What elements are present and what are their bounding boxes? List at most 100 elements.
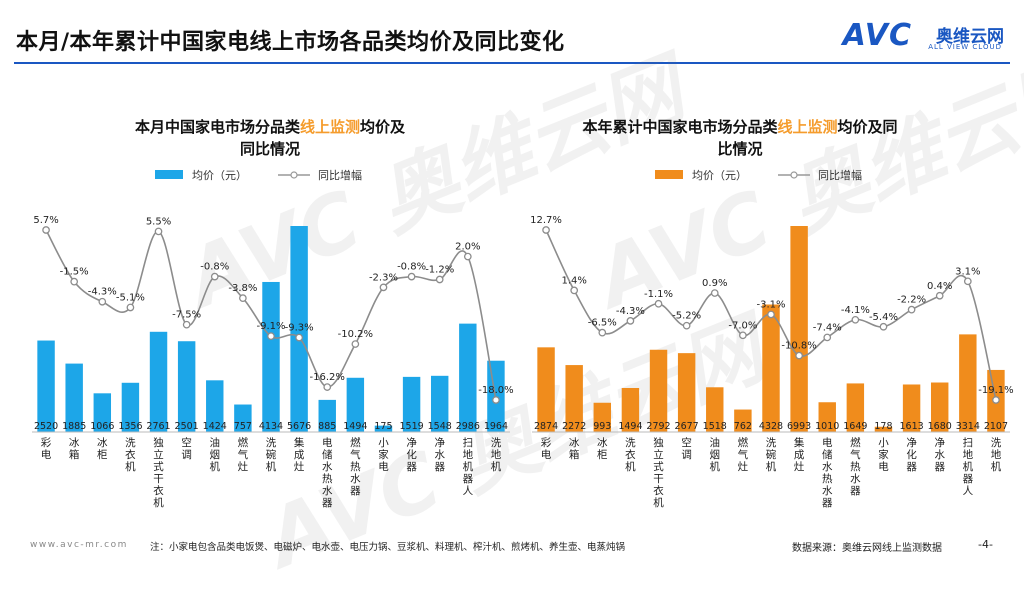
category-label: 小家电 [378,437,389,473]
growth-label: -4.3% [88,287,117,298]
growth-point [879,322,888,331]
category-label: 净水器 [434,436,445,473]
growth-label: 0.4% [927,281,952,292]
growth-point [492,396,500,404]
logo-mark: AVC [842,18,912,53]
growth-point [992,396,1000,404]
growth-label: 12.7% [530,215,562,226]
category-label: 洗衣机 [125,437,136,473]
bar [874,426,893,432]
growth-point [42,226,50,234]
growth-point [210,272,219,281]
growth-label: -5.2% [672,311,701,322]
bar-value-label: 993 [593,421,611,432]
bar-value-label: 6993 [787,421,811,432]
growth-label: -1.5% [60,267,89,278]
growth-point [379,283,388,292]
chart-right: 均价（元） 同比增幅 2874 2272 993 1494 2792 2677 1518 762 4… [530,168,1013,509]
growth-point [963,277,972,286]
growth-label: -16.2% [310,372,345,383]
bar [818,402,836,432]
category-label: 洗地机 [991,437,1002,473]
bar-value-label: 1494 [343,421,367,432]
bar-value-label: 2677 [675,421,699,432]
bar-value-label: 1424 [203,421,227,432]
brand-logo: AVC 奥维云网 ALL VIEW CLOUD [804,18,1004,58]
bar-value-label: 178 [874,421,892,432]
bar-value-label: 2272 [562,421,586,432]
legend-bar-swatch [155,170,183,179]
bar [37,340,55,432]
category-label: 油烟机 [710,436,721,473]
growth-point [654,299,663,308]
bar-value-label: 2761 [146,421,170,432]
category-label: 空调 [681,436,692,461]
footer-source: 数据来源：奥维云网线上监测数据 [792,543,942,554]
bar [290,226,308,432]
category-label: 独立式干衣机 [653,436,664,509]
growth-point [626,317,635,325]
title-underline [14,62,1010,64]
bar-value-label: 1010 [815,421,839,432]
category-label: 集成灶 [794,436,805,473]
growth-point [570,286,579,295]
growth-point [935,291,944,300]
growth-label: -2.3% [369,272,398,283]
bar-value-label: 2107 [984,421,1008,432]
bar-value-label: 1548 [428,421,452,432]
growth-point [823,333,832,342]
growth-label: -1.1% [644,289,673,300]
category-label: 电储水热水器 [322,436,333,509]
category-label: 燃气热水器 [350,436,361,497]
category-label: 净化器 [406,436,417,473]
growth-point [542,226,550,234]
growth-point [767,310,775,319]
growth-label: -4.3% [616,306,645,317]
growth-label: -0.8% [397,262,426,273]
category-label: 彩电 [541,437,552,461]
bar-value-label: 4134 [259,421,283,432]
category-label: 油烟机 [210,436,221,473]
legend-line-label: 同比增幅 [818,168,862,182]
bar [177,341,196,432]
bar [402,376,421,432]
page-title: 本月/本年累计中国家电线上市场各品类均价及同比变化 [16,30,565,55]
growth-label: -9.1% [256,321,285,332]
bar-value-label: 1518 [703,421,727,432]
bar-value-label: 2501 [175,421,199,432]
bar-value-label: 4328 [759,421,783,432]
bar-value-label: 3314 [956,421,980,432]
category-label: 洗碗机 [266,437,277,473]
legend-bar-label: 均价（元） [192,169,247,182]
growth-label: -10.2% [338,329,373,340]
growth-point [463,252,472,261]
growth-label: -2.2% [897,295,926,306]
growth-label: 2.0% [455,242,480,253]
category-label: 小家电 [878,437,889,473]
logo-en-text: ALL VIEW CLOUD [928,43,1002,51]
bar [149,331,168,432]
category-label: 燃气灶 [738,436,749,473]
category-label: 扫地机器人 [963,436,974,497]
category-label: 洗地机 [491,437,502,473]
bar [959,334,977,432]
growth-label: 1.4% [561,275,586,286]
growth-label: -10.8% [781,341,816,352]
growth-point [154,227,163,236]
growth-label: -5.1% [116,292,145,303]
growth-point [739,331,747,340]
category-label: 净化器 [906,436,917,473]
growth-point [598,328,607,337]
growth-point [907,305,916,314]
category-label: 燃气热水器 [850,436,861,497]
growth-label: -19.1% [978,385,1013,396]
footer-site: www.avc-mr.com [30,540,128,550]
bar [593,402,612,432]
growth-label: -4.1% [841,305,870,316]
bar [65,363,83,432]
category-label: 洗衣机 [625,437,636,473]
category-label: 洗碗机 [766,437,777,473]
bar-value-label: 1519 [399,421,423,432]
growth-label: -7.4% [813,322,842,333]
bar [649,349,668,432]
